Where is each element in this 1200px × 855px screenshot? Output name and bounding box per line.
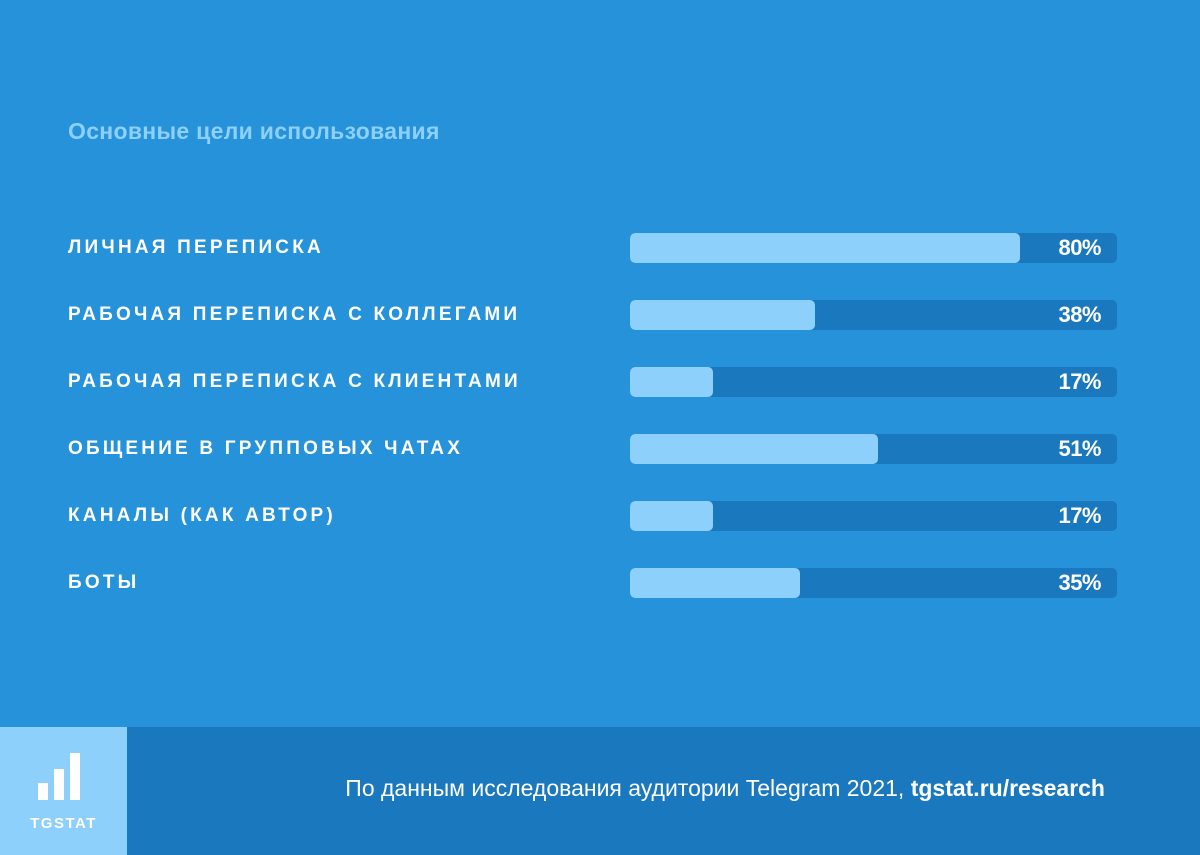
bar-fill [630, 434, 878, 464]
bar-label: ЛИЧНАЯ ПЕРЕПИСКА [68, 237, 324, 258]
bar-fill [630, 233, 1020, 263]
bar-label: РАБОЧАЯ ПЕРЕПИСКА С КОЛЛЕГАМИ [68, 304, 521, 325]
bar-track: 35% [630, 568, 1117, 598]
bar-value-label: 80% [1058, 235, 1101, 260]
bar-track: 17% [630, 501, 1117, 531]
bar-value-label: 51% [1058, 436, 1101, 461]
bar-fill [630, 568, 800, 598]
tgstat-logo[interactable]: TGSTAT [0, 727, 127, 855]
bar-value-label: 17% [1058, 369, 1101, 394]
bar-chart-icon [38, 753, 80, 800]
bar-label: РАБОЧАЯ ПЕРЕПИСКА С КЛИЕНТАМИ [68, 371, 521, 392]
bar-chart: ЛИЧНАЯ ПЕРЕПИСКА 80% РАБОЧАЯ ПЕРЕПИСКА С К… [68, 233, 1117, 598]
bar-track: 51% [630, 434, 1117, 464]
footer: TGSTAT По данным исследования аудитории … [0, 727, 1200, 855]
chart-title: Основные цели использования [68, 118, 440, 144]
bar-label: КАНАЛЫ (КАК АВТОР) [68, 505, 336, 526]
source-text: По данным исследования аудитории Telegra… [345, 775, 911, 801]
bar-track: 17% [630, 367, 1117, 397]
bar-track: 80% [630, 233, 1117, 263]
bar-value-label: 17% [1058, 503, 1101, 528]
bar-label: БОТЫ [68, 572, 140, 593]
source-note: По данным исследования аудитории Telegra… [345, 775, 1105, 802]
bar-fill [630, 300, 815, 330]
bar-value-label: 35% [1058, 570, 1101, 595]
source-link[interactable]: tgstat.ru/research [910, 775, 1105, 801]
bar-label: ОБЩЕНИЕ В ГРУППОВЫХ ЧАТАХ [68, 438, 464, 459]
bar-fill [630, 501, 713, 531]
bar-fill [630, 367, 713, 397]
bar-value-label: 38% [1058, 302, 1101, 327]
bar-track: 38% [630, 300, 1117, 330]
logo-text: TGSTAT [30, 815, 97, 832]
